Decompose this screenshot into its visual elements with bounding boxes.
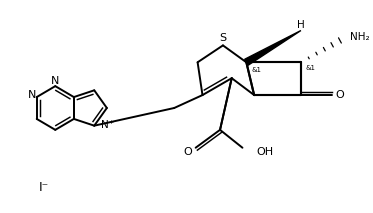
Text: NH₂: NH₂ — [350, 32, 369, 42]
Polygon shape — [245, 30, 301, 65]
Text: O: O — [336, 90, 344, 100]
Text: N: N — [51, 76, 59, 86]
Text: I⁻: I⁻ — [38, 181, 49, 194]
Text: &1: &1 — [251, 67, 261, 73]
Text: OH: OH — [256, 147, 273, 157]
Text: N: N — [28, 90, 36, 100]
Text: N⁺: N⁺ — [101, 120, 115, 130]
Text: &1: &1 — [306, 65, 316, 71]
Text: H: H — [297, 20, 305, 30]
Text: S: S — [219, 33, 226, 43]
Text: O: O — [184, 147, 192, 157]
